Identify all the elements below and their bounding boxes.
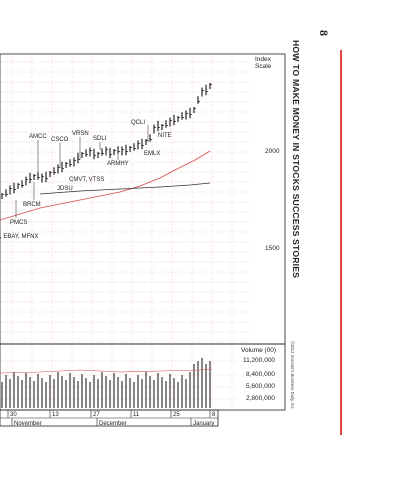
day-label-30: 30	[10, 412, 17, 418]
annotation-jdsu: JDSU	[57, 186, 73, 192]
day-label-27: 27	[93, 412, 100, 418]
day-label-13: 13	[52, 412, 59, 418]
annotation-amcc: AMCC	[29, 134, 47, 140]
ma-line-red	[0, 150, 211, 221]
index-scale-label-1: Index	[255, 56, 272, 63]
side-rule	[340, 50, 342, 435]
volume-tick-4: 2,800,000	[246, 395, 275, 402]
price-pane	[0, 53, 286, 345]
annotation-cmvt-vtss: CMVT, VTSS	[69, 177, 104, 183]
moving-average-lines	[0, 150, 211, 221]
annotation-nite: NITE	[158, 133, 172, 139]
day-label-25: 25	[173, 412, 180, 418]
volume-tick-3: 5,600,000	[246, 383, 275, 390]
volume-tick-2: 8,400,000	[246, 371, 275, 378]
day-label-8: 8	[212, 412, 216, 418]
annotation-emlx: EMLX	[144, 151, 160, 157]
price-tick-2000: 2000	[265, 148, 280, 155]
annotation-sdli: SDLI	[93, 136, 107, 142]
axis-ticks	[7, 410, 211, 426]
month-label-december: December	[99, 421, 127, 427]
annotation-pmcs: PMCS	[10, 220, 27, 226]
day-label-11: 11	[133, 412, 140, 418]
grid-lines	[0, 56, 250, 408]
annotation-armhy: ARMHY	[107, 161, 129, 167]
annotation-ebay-mfnx: , EBAY, MFNX	[0, 234, 38, 240]
annotation-qcli: QCLI	[131, 120, 145, 126]
annotation-vrsn: VRSN	[72, 131, 89, 137]
index-scale-label-2: Scale	[255, 63, 272, 70]
price-tick-1500: 1500	[265, 245, 280, 252]
month-label-january: January	[193, 421, 214, 427]
volume-average-line	[0, 368, 213, 374]
running-header: HOW TO MAKE MONEY IN STOCKS SUCCESS STOR…	[291, 40, 301, 279]
annotation-brcm: BRCM	[23, 202, 41, 208]
annotation-csco: CSCO	[51, 137, 69, 143]
ma-line-dark	[39, 182, 211, 195]
volume-bars	[0, 358, 213, 408]
volume-tick-1: 11,200,000	[243, 357, 275, 364]
month-label-november: November	[14, 421, 42, 427]
page-number: 8	[317, 30, 331, 36]
copyright-notice: ©2012 Investor's Business Daily, Inc.	[290, 341, 295, 410]
price-bars	[1, 83, 212, 199]
volume-title: Volume (00)	[241, 347, 276, 354]
